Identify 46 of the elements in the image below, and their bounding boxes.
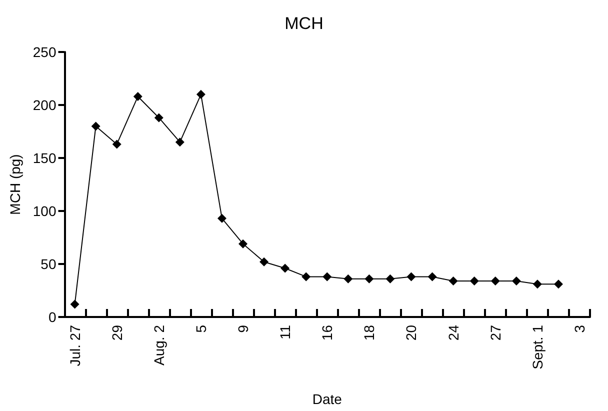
y-axis-title: MCH (pg) — [7, 154, 23, 215]
x-axis-title: Date — [312, 391, 342, 407]
x-tick-label: 29 — [108, 324, 125, 341]
x-tick-label: Aug. 2 — [150, 324, 167, 366]
y-tick-label: 0 — [48, 309, 56, 325]
point — [112, 140, 122, 149]
point — [91, 122, 100, 131]
point — [260, 257, 269, 266]
point — [554, 280, 563, 289]
point — [70, 300, 80, 309]
point — [280, 264, 290, 273]
point — [490, 276, 500, 286]
y-tick-label: 200 — [32, 97, 56, 113]
y-tick-label: 150 — [32, 150, 56, 166]
x-tick-label: 5 — [192, 324, 209, 333]
x-tick-label: 27 — [487, 324, 504, 341]
x-tick-label: 9 — [235, 324, 252, 333]
point — [322, 272, 332, 282]
x-tick-label: 24 — [445, 324, 462, 341]
point — [238, 239, 248, 248]
point — [196, 90, 206, 99]
point — [302, 272, 311, 282]
chart-title: MCH — [284, 14, 324, 33]
x-tick-label: 3 — [571, 324, 588, 333]
x-tick-label: Jul. 27 — [66, 324, 83, 366]
x-tick-label: 11 — [277, 324, 294, 340]
x-tick-label: 16 — [319, 324, 336, 341]
point — [154, 113, 164, 122]
y-tick-label: 250 — [32, 44, 56, 60]
x-tick-label: 18 — [361, 324, 378, 341]
x-tick-label: Sept. 1 — [529, 324, 546, 370]
y-tick-label: 100 — [32, 203, 56, 219]
point — [512, 276, 521, 286]
point — [386, 274, 395, 284]
point — [133, 92, 142, 102]
point — [175, 138, 184, 147]
point — [406, 272, 416, 282]
point — [217, 214, 226, 223]
point — [532, 280, 542, 289]
point — [364, 274, 374, 284]
y-tick-label: 50 — [40, 256, 56, 272]
point — [428, 272, 437, 282]
point — [448, 276, 458, 286]
point — [470, 276, 479, 286]
x-tick-label: 20 — [403, 324, 420, 341]
point — [344, 274, 353, 284]
